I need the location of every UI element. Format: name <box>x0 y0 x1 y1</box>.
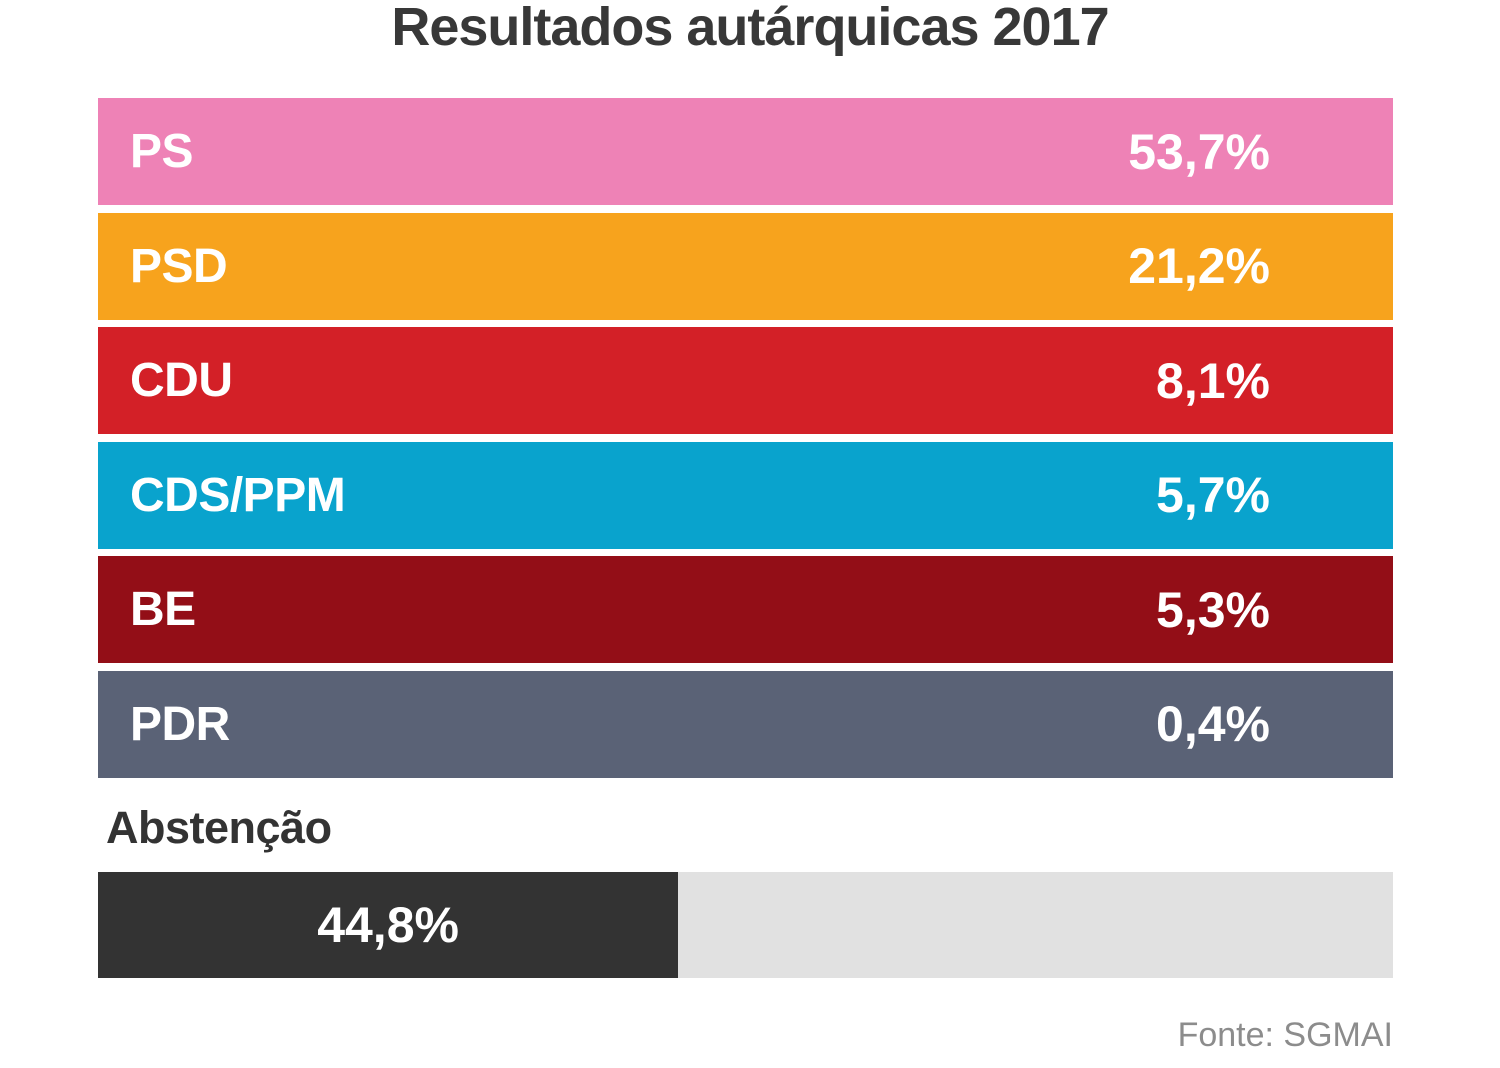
party-value: 0,4% <box>1156 696 1270 753</box>
abstention-value: 44,8% <box>317 897 459 953</box>
abstention-track: 44,8% <box>98 872 1393 978</box>
chart-title: Resultados autárquicas 2017 <box>391 0 1109 57</box>
party-bar-be: BE 5,3% <box>98 556 1393 664</box>
party-label: PSD <box>130 239 228 293</box>
source-credit: Fonte: SGMAI <box>1177 1016 1393 1054</box>
party-bar-cdu: CDU 8,1% <box>98 327 1393 435</box>
party-bars: PS 53,7% PSD 21,2% CDU 8,1% CDS/PPM 5,7% BE 5,3% P… <box>98 98 1393 778</box>
abstention-fill: 44,8% <box>98 872 679 978</box>
party-bar-ps: PS 53,7% <box>98 98 1393 205</box>
party-label: PS <box>130 125 194 178</box>
party-bar-cds-ppm: CDS/PPM 5,7% <box>98 441 1393 549</box>
party-label: CDS/PPM <box>130 468 346 522</box>
abstention-label: Abstenção <box>106 802 332 853</box>
party-label: BE <box>130 583 196 637</box>
party-value: 53,7% <box>1128 123 1270 180</box>
party-bar-psd: PSD 21,2% <box>98 212 1393 320</box>
party-value: 21,2% <box>1128 238 1270 295</box>
party-label: CDU <box>130 354 233 408</box>
party-value: 5,7% <box>1156 467 1270 524</box>
party-value: 5,3% <box>1156 581 1270 638</box>
party-value: 8,1% <box>1156 352 1270 409</box>
party-label: PDR <box>130 697 230 751</box>
party-bar-pdr: PDR 0,4% <box>98 670 1393 778</box>
